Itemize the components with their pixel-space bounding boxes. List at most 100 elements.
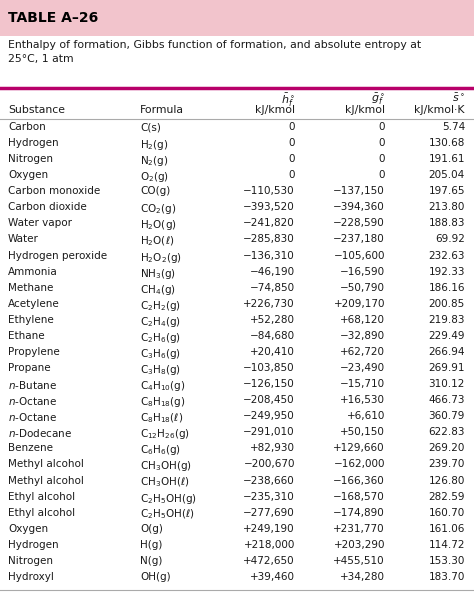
Text: 0: 0 bbox=[379, 138, 385, 148]
Bar bbox=[0, 0, 474, 36]
Text: −228,590: −228,590 bbox=[333, 218, 385, 228]
Text: +62,720: +62,720 bbox=[340, 347, 385, 357]
Text: H$_2$O($\ell$): H$_2$O($\ell$) bbox=[140, 234, 174, 248]
Text: kJ/kmol: kJ/kmol bbox=[345, 105, 385, 115]
Text: Water: Water bbox=[8, 234, 39, 244]
Text: 310.12: 310.12 bbox=[428, 379, 465, 389]
Text: Nitrogen: Nitrogen bbox=[8, 154, 53, 164]
Text: H$_2$O$_2$(g): H$_2$O$_2$(g) bbox=[140, 250, 182, 265]
Text: −285,830: −285,830 bbox=[243, 234, 295, 244]
Text: Enthalpy of formation, Gibbs function of formation, and absolute entropy at
25°C: Enthalpy of formation, Gibbs function of… bbox=[8, 40, 421, 64]
Text: 161.06: 161.06 bbox=[428, 524, 465, 534]
Text: Methyl alcohol: Methyl alcohol bbox=[8, 476, 84, 486]
Text: Acetylene: Acetylene bbox=[8, 299, 60, 309]
Text: N(g): N(g) bbox=[140, 556, 163, 566]
Text: 266.94: 266.94 bbox=[428, 347, 465, 357]
Text: C$_2$H$_5$OH($\ell$): C$_2$H$_5$OH($\ell$) bbox=[140, 508, 194, 522]
Text: 188.83: 188.83 bbox=[428, 218, 465, 228]
Text: 205.04: 205.04 bbox=[429, 170, 465, 180]
Text: −393,520: −393,520 bbox=[243, 203, 295, 212]
Text: C$_6$H$_6$(g): C$_6$H$_6$(g) bbox=[140, 443, 181, 457]
Text: C$_{12}$H$_{26}$(g): C$_{12}$H$_{26}$(g) bbox=[140, 427, 190, 441]
Text: 360.79: 360.79 bbox=[428, 411, 465, 421]
Text: kJ/kmol·K: kJ/kmol·K bbox=[414, 105, 465, 115]
Text: 0: 0 bbox=[379, 122, 385, 132]
Text: 269.20: 269.20 bbox=[428, 443, 465, 454]
Text: −208,450: −208,450 bbox=[243, 395, 295, 405]
Text: Hydrogen peroxide: Hydrogen peroxide bbox=[8, 250, 107, 260]
Text: −136,310: −136,310 bbox=[243, 250, 295, 260]
Text: +231,770: +231,770 bbox=[333, 524, 385, 534]
Text: Nitrogen: Nitrogen bbox=[8, 556, 53, 566]
Text: Carbon: Carbon bbox=[8, 122, 46, 132]
Text: −126,150: −126,150 bbox=[243, 379, 295, 389]
Text: +39,460: +39,460 bbox=[250, 572, 295, 582]
Text: 219.83: 219.83 bbox=[428, 315, 465, 325]
Text: C$_3$H$_8$(g): C$_3$H$_8$(g) bbox=[140, 363, 181, 377]
Text: +455,510: +455,510 bbox=[333, 556, 385, 566]
Text: 183.70: 183.70 bbox=[428, 572, 465, 582]
Text: 0: 0 bbox=[289, 170, 295, 180]
Text: 130.68: 130.68 bbox=[428, 138, 465, 148]
Text: Carbon monoxide: Carbon monoxide bbox=[8, 187, 100, 196]
Text: −15,710: −15,710 bbox=[340, 379, 385, 389]
Text: Hydrogen: Hydrogen bbox=[8, 540, 59, 550]
Text: −174,890: −174,890 bbox=[333, 508, 385, 518]
Text: 269.91: 269.91 bbox=[428, 363, 465, 373]
Text: 0: 0 bbox=[289, 154, 295, 164]
Text: C$_2$H$_6$(g): C$_2$H$_6$(g) bbox=[140, 331, 181, 345]
Text: +203,290: +203,290 bbox=[334, 540, 385, 550]
Text: C$_2$H$_2$(g): C$_2$H$_2$(g) bbox=[140, 299, 181, 313]
Text: $\bar{h}_f^\circ$: $\bar{h}_f^\circ$ bbox=[281, 92, 295, 109]
Text: $n$-Butane: $n$-Butane bbox=[8, 379, 57, 391]
Text: Methane: Methane bbox=[8, 283, 54, 293]
Text: −200,670: −200,670 bbox=[244, 460, 295, 470]
Text: −237,180: −237,180 bbox=[333, 234, 385, 244]
Text: C$_4$H$_{10}$(g): C$_4$H$_{10}$(g) bbox=[140, 379, 185, 393]
Text: Oxygen: Oxygen bbox=[8, 170, 48, 180]
Text: Formula: Formula bbox=[140, 105, 184, 115]
Text: Benzene: Benzene bbox=[8, 443, 53, 454]
Text: 0: 0 bbox=[379, 170, 385, 180]
Text: 232.63: 232.63 bbox=[428, 250, 465, 260]
Text: $n$-Octane: $n$-Octane bbox=[8, 395, 57, 407]
Text: −50,790: −50,790 bbox=[340, 283, 385, 293]
Text: −23,490: −23,490 bbox=[340, 363, 385, 373]
Text: 126.80: 126.80 bbox=[428, 476, 465, 486]
Text: 0: 0 bbox=[289, 138, 295, 148]
Text: 0: 0 bbox=[289, 122, 295, 132]
Text: Ethylene: Ethylene bbox=[8, 315, 54, 325]
Text: H$_2$O(g): H$_2$O(g) bbox=[140, 218, 177, 232]
Text: +6,610: +6,610 bbox=[346, 411, 385, 421]
Text: −249,950: −249,950 bbox=[243, 411, 295, 421]
Text: Hydroxyl: Hydroxyl bbox=[8, 572, 54, 582]
Text: 239.70: 239.70 bbox=[428, 460, 465, 470]
Text: CH$_4$(g): CH$_4$(g) bbox=[140, 283, 176, 297]
Text: −162,000: −162,000 bbox=[334, 460, 385, 470]
Text: +226,730: +226,730 bbox=[243, 299, 295, 309]
Text: +52,280: +52,280 bbox=[250, 315, 295, 325]
Text: −235,310: −235,310 bbox=[243, 492, 295, 502]
Text: −105,600: −105,600 bbox=[334, 250, 385, 260]
Text: −103,850: −103,850 bbox=[243, 363, 295, 373]
Text: C$_8$H$_{18}$($\ell$): C$_8$H$_{18}$($\ell$) bbox=[140, 411, 183, 425]
Text: +68,120: +68,120 bbox=[340, 315, 385, 325]
Text: +472,650: +472,650 bbox=[243, 556, 295, 566]
Text: −241,820: −241,820 bbox=[243, 218, 295, 228]
Text: N$_2$(g): N$_2$(g) bbox=[140, 154, 169, 168]
Text: +16,530: +16,530 bbox=[340, 395, 385, 405]
Text: 5.74: 5.74 bbox=[442, 122, 465, 132]
Text: kJ/kmol: kJ/kmol bbox=[255, 105, 295, 115]
Text: −394,360: −394,360 bbox=[333, 203, 385, 212]
Text: 282.59: 282.59 bbox=[428, 492, 465, 502]
Text: O(g): O(g) bbox=[140, 524, 163, 534]
Text: CH$_3$OH($\ell$): CH$_3$OH($\ell$) bbox=[140, 476, 190, 489]
Text: 622.83: 622.83 bbox=[428, 427, 465, 437]
Text: C$_3$H$_6$(g): C$_3$H$_6$(g) bbox=[140, 347, 181, 361]
Text: Propylene: Propylene bbox=[8, 347, 60, 357]
Text: 153.30: 153.30 bbox=[428, 556, 465, 566]
Text: +50,150: +50,150 bbox=[340, 427, 385, 437]
Text: H(g): H(g) bbox=[140, 540, 163, 550]
Text: +209,170: +209,170 bbox=[334, 299, 385, 309]
Text: Hydrogen: Hydrogen bbox=[8, 138, 59, 148]
